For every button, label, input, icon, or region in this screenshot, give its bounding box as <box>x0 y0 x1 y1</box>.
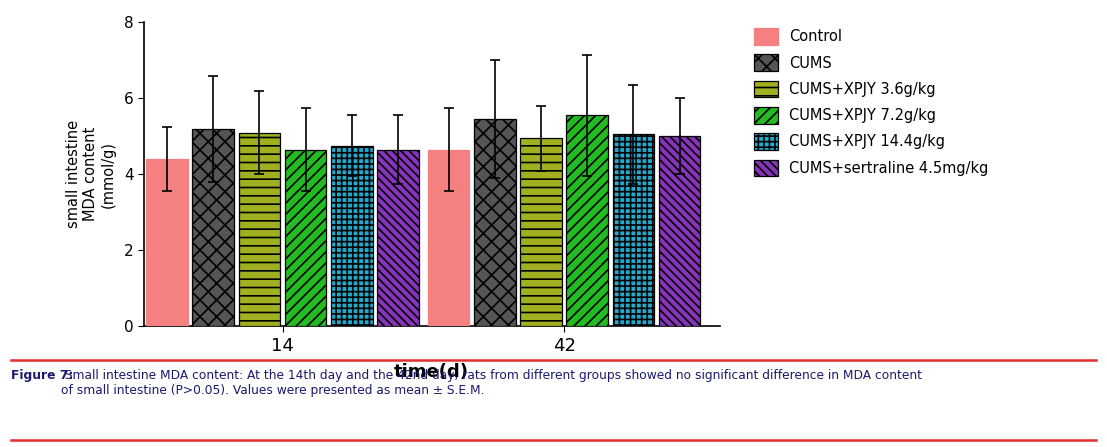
Bar <box>331 146 373 326</box>
Bar <box>146 159 188 326</box>
Text: Figure 7:: Figure 7: <box>11 369 73 382</box>
Y-axis label: small intestine
MDA content
(mmol/g): small intestine MDA content (mmol/g) <box>65 120 115 228</box>
Bar <box>659 136 701 326</box>
Bar <box>612 135 654 326</box>
Bar <box>427 150 469 326</box>
Bar <box>284 150 327 326</box>
Bar <box>377 150 418 326</box>
Bar <box>520 138 561 326</box>
Bar <box>193 129 234 326</box>
Text: Small intestine MDA content: At the 14th day and the 42nd day, rats from differe: Small intestine MDA content: At the 14th… <box>61 369 922 397</box>
Bar <box>474 119 516 326</box>
X-axis label: time(d): time(d) <box>394 363 469 381</box>
Legend: Control, CUMS, CUMS+XPJY 3.6g/kg, CUMS+XPJY 7.2g/kg, CUMS+XPJY 14.4g/kg, CUMS+se: Control, CUMS, CUMS+XPJY 3.6g/kg, CUMS+X… <box>749 24 993 181</box>
Bar <box>239 132 280 326</box>
Bar <box>567 115 608 326</box>
